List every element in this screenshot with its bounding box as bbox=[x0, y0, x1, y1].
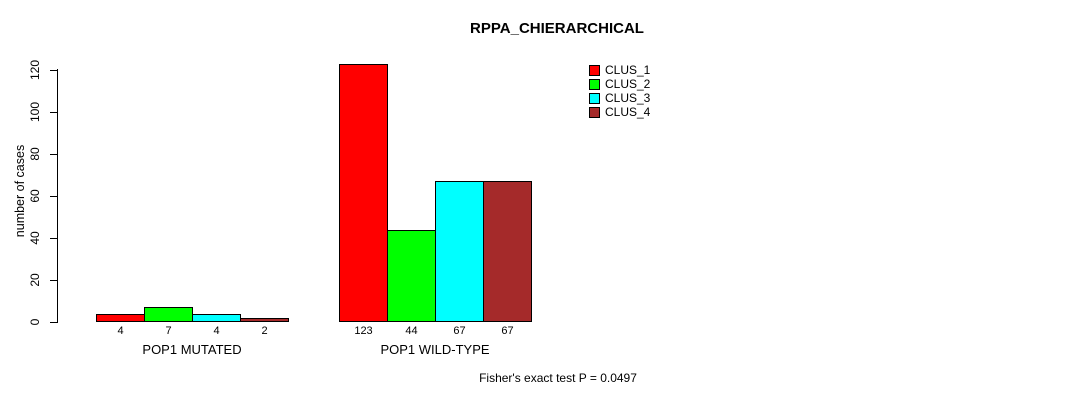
legend-swatch bbox=[589, 106, 600, 118]
x-category-label: POP1 WILD-TYPE bbox=[380, 342, 490, 357]
y-tick-label: 60 bbox=[28, 189, 42, 203]
y-tick-label: 40 bbox=[28, 231, 42, 245]
x-category-label: POP1 MUTATED bbox=[142, 342, 242, 357]
legend-item: CLUS_2 bbox=[589, 77, 650, 91]
legend: CLUS_1 CLUS_2 CLUS_3 CLUS_4 bbox=[589, 63, 650, 119]
bar-value-label: 67 bbox=[453, 325, 466, 337]
y-tick-label: 120 bbox=[28, 59, 42, 81]
bar-value-label: 67 bbox=[501, 325, 514, 337]
legend-label: CLUS_3 bbox=[605, 91, 651, 105]
y-tick-mark bbox=[50, 154, 57, 155]
chart-title: RPPA_CHIERARCHICAL bbox=[470, 20, 644, 37]
y-tick-label: 80 bbox=[28, 147, 42, 161]
y-tick-label: 20 bbox=[28, 273, 42, 287]
legend-label: CLUS_4 bbox=[605, 105, 651, 119]
y-tick-mark bbox=[50, 238, 57, 239]
legend-label: CLUS_2 bbox=[605, 77, 651, 91]
bar-clus_2 bbox=[144, 307, 193, 322]
bar-clus_4 bbox=[483, 181, 532, 322]
bar-clus_1 bbox=[96, 314, 145, 322]
legend-label: CLUS_1 bbox=[605, 63, 651, 77]
y-tick-mark bbox=[50, 322, 57, 323]
legend-swatch bbox=[589, 92, 600, 104]
y-axis-line bbox=[57, 69, 58, 323]
bar-value-label: 2 bbox=[261, 325, 268, 337]
bar-clus_1 bbox=[339, 64, 388, 322]
bar-clus_4 bbox=[240, 318, 289, 322]
y-axis-label: number of cases bbox=[13, 144, 27, 238]
y-tick-mark bbox=[50, 112, 57, 113]
y-tick-mark bbox=[50, 196, 57, 197]
bar-clus_3 bbox=[435, 181, 484, 322]
bar-clus_2 bbox=[387, 230, 436, 322]
legend-item: CLUS_1 bbox=[589, 63, 650, 77]
y-tick-mark bbox=[50, 70, 57, 71]
y-tick-mark bbox=[50, 280, 57, 281]
y-tick-label: 0 bbox=[28, 318, 42, 326]
annotation-fisher-test: Fisher's exact test P = 0.0497 bbox=[479, 371, 637, 385]
legend-item: CLUS_4 bbox=[589, 105, 650, 119]
bar-value-label: 44 bbox=[405, 325, 418, 337]
bar-value-label: 4 bbox=[213, 325, 220, 337]
bar-value-label: 4 bbox=[117, 325, 124, 337]
legend-item: CLUS_3 bbox=[589, 91, 650, 105]
legend-swatch bbox=[589, 64, 600, 76]
y-tick-label: 100 bbox=[28, 101, 42, 123]
bar-value-label: 123 bbox=[354, 325, 373, 337]
legend-swatch bbox=[589, 78, 600, 90]
bar-value-label: 7 bbox=[165, 325, 172, 337]
bar-clus_3 bbox=[192, 314, 241, 322]
